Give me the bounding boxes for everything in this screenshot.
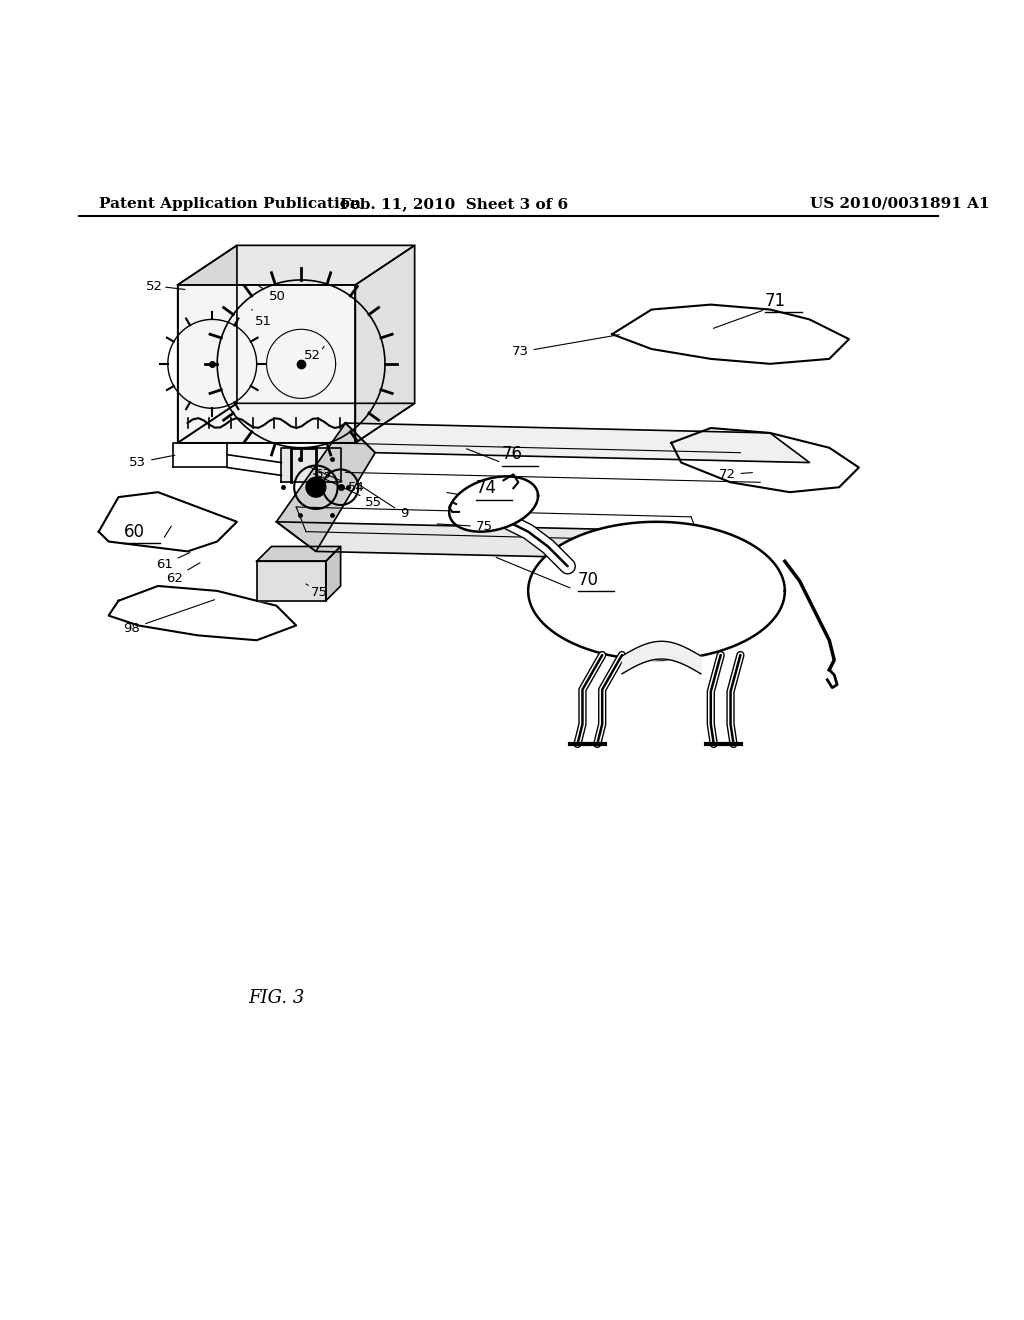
Text: 74: 74 [476,479,497,498]
Polygon shape [276,521,751,561]
Text: 73: 73 [511,335,620,359]
Text: 72: 72 [719,467,753,480]
Text: 51: 51 [252,309,271,327]
Text: 98: 98 [124,599,215,635]
Text: 9: 9 [357,484,409,520]
Circle shape [306,478,326,498]
Text: 60: 60 [124,523,144,541]
Text: 75: 75 [437,520,493,533]
Polygon shape [528,521,784,660]
Polygon shape [355,246,415,442]
Text: Patent Application Publication: Patent Application Publication [98,197,360,211]
Text: 75: 75 [306,583,328,599]
Polygon shape [257,546,341,561]
Text: Feb. 11, 2010  Sheet 3 of 6: Feb. 11, 2010 Sheet 3 of 6 [340,197,568,211]
Text: 71: 71 [765,292,786,309]
Polygon shape [276,424,375,552]
Text: US 2010/0031891 A1: US 2010/0031891 A1 [810,197,989,211]
Polygon shape [326,546,341,601]
Text: 53: 53 [129,455,175,469]
Text: 50: 50 [259,286,286,304]
Text: 52: 52 [146,280,163,293]
Polygon shape [345,424,810,462]
Text: 76: 76 [502,445,522,462]
Text: 63: 63 [311,467,331,480]
Polygon shape [450,477,538,532]
Text: FIG. 3: FIG. 3 [248,989,304,1007]
Polygon shape [178,285,355,442]
Text: 52: 52 [304,350,322,363]
Polygon shape [257,561,326,601]
Text: 55: 55 [313,474,382,508]
Polygon shape [178,246,237,442]
Polygon shape [178,404,415,442]
Text: 61: 61 [156,553,190,570]
Polygon shape [282,447,341,482]
Text: 62: 62 [166,562,200,585]
Polygon shape [178,246,415,285]
Text: 54: 54 [308,467,365,494]
Text: 70: 70 [578,572,598,589]
